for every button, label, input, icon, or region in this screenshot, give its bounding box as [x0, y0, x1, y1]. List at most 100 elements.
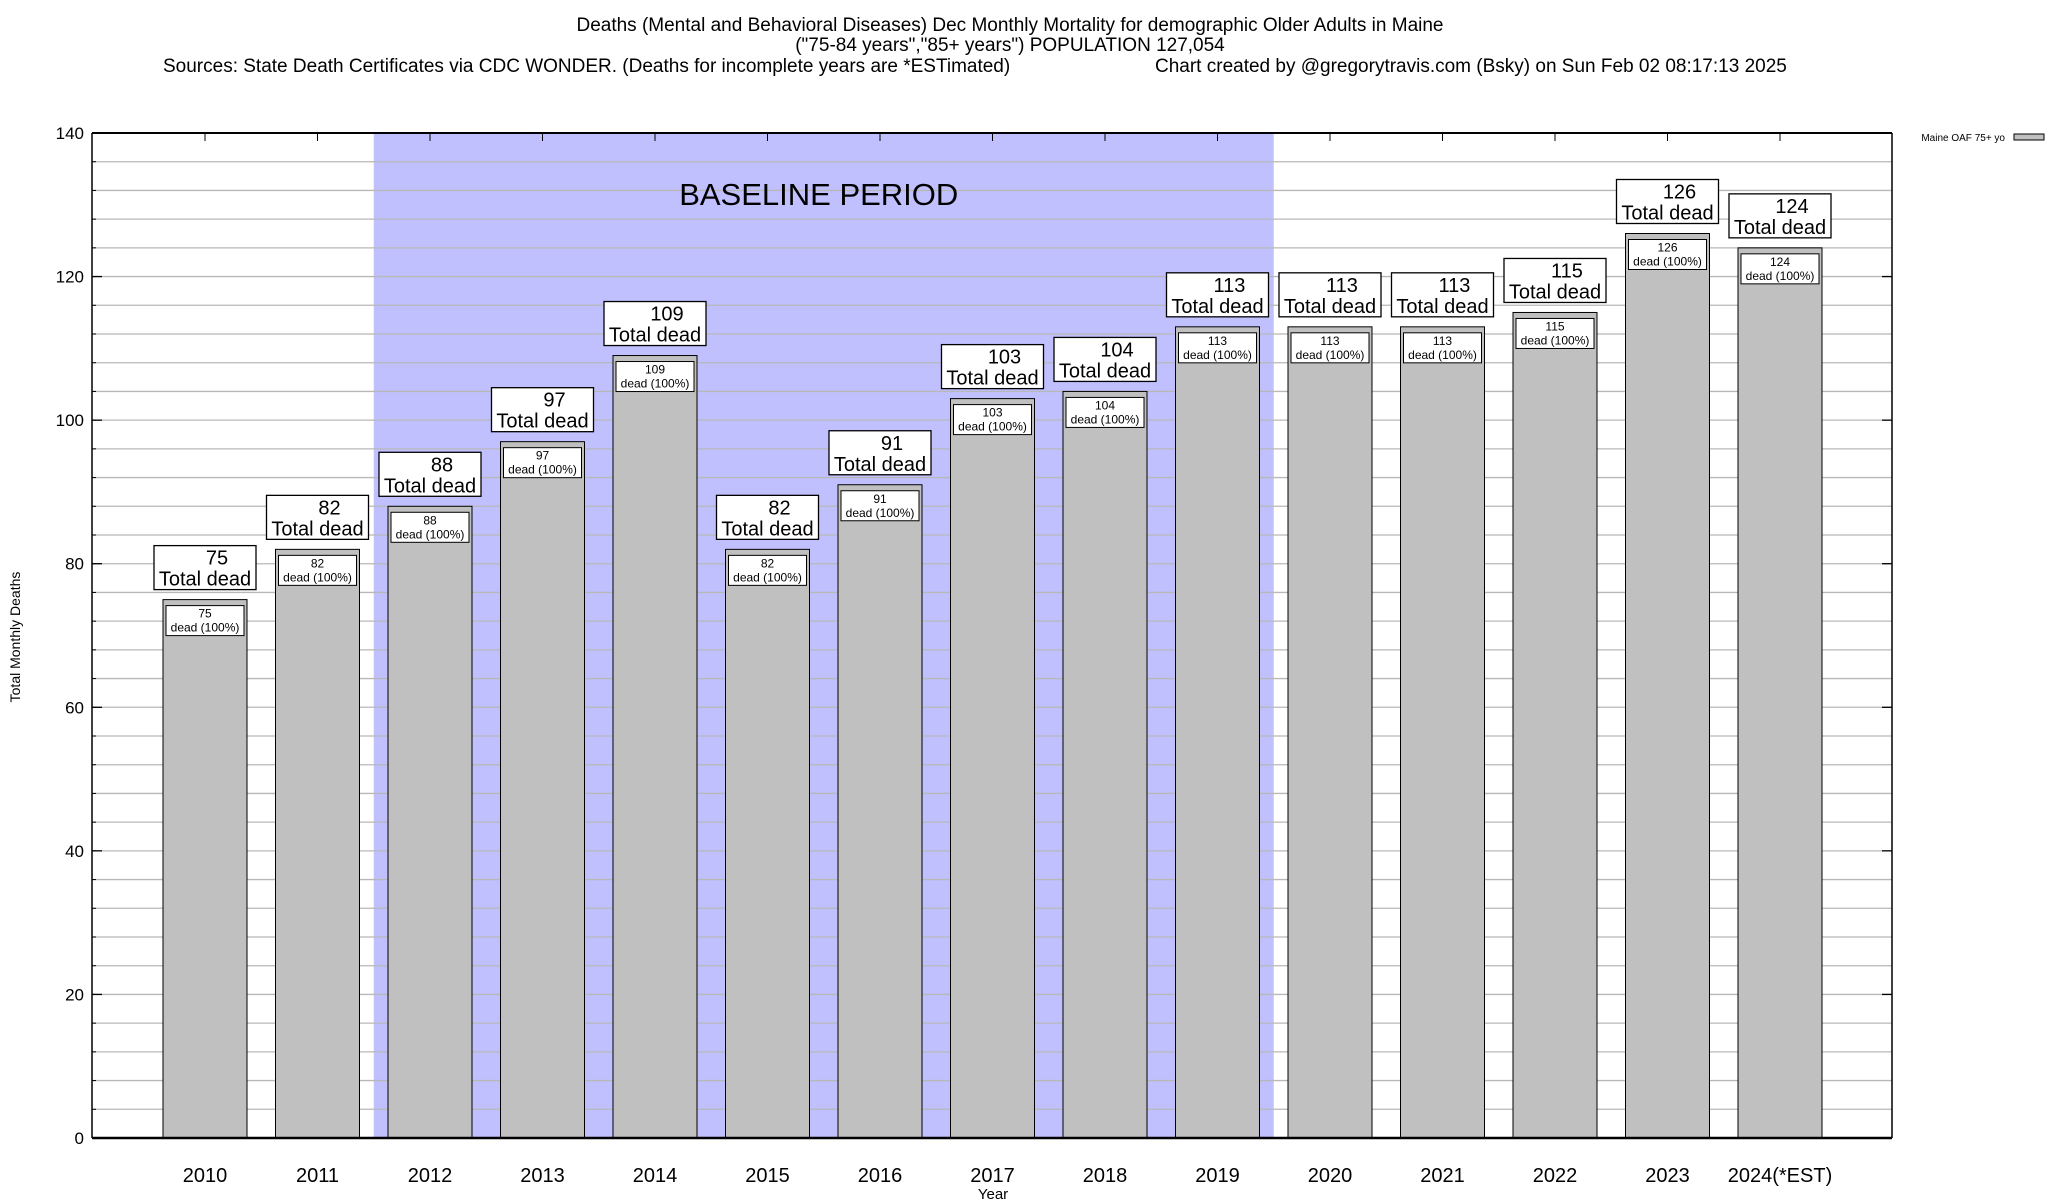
total-label-value: 82	[318, 497, 340, 519]
inner-label-text: dead (100%)	[1521, 333, 1590, 347]
total-label-text: Total dead	[721, 518, 813, 540]
total-label-value: 97	[543, 390, 565, 412]
inner-label-box	[1065, 396, 1145, 428]
total-label-value: 109	[650, 304, 683, 326]
total-label-text: Total dead	[946, 368, 1038, 390]
inner-label-box	[840, 490, 920, 522]
inner-label-box	[1178, 332, 1257, 364]
inner-label-value: 103	[982, 406, 1002, 420]
y-tick-label: 140	[56, 124, 84, 143]
x-tick-label: 2012	[408, 1165, 453, 1187]
inner-label-value: 88	[423, 513, 437, 527]
y-tick-label: 60	[65, 698, 84, 717]
total-label-box	[1165, 272, 1270, 318]
total-label-box	[265, 494, 370, 541]
total-label-value: 113	[1214, 275, 1246, 297]
total-label-box	[1053, 336, 1157, 383]
total-label-text: Total dead	[834, 454, 926, 476]
x-axis-label: Year	[978, 1186, 1008, 1200]
inner-label-value: 82	[311, 556, 325, 570]
bar-2018	[1062, 390, 1148, 1139]
total-label-box	[1503, 257, 1607, 304]
total-label-text: Total dead	[159, 569, 251, 591]
total-label-text: Total dead	[1284, 296, 1376, 318]
x-tick-label: 2010	[183, 1165, 228, 1187]
total-label-value: 91	[881, 433, 903, 455]
total-label-box	[1728, 193, 1832, 239]
bar-2017	[950, 398, 1035, 1139]
inner-label-text: dead (100%)	[958, 420, 1027, 434]
inner-label-value: 97	[536, 449, 550, 463]
inner-label-box	[165, 605, 245, 637]
x-tick-label: 2021	[1420, 1165, 1465, 1187]
bar-2015	[725, 548, 810, 1139]
inner-label-text: dead (100%)	[1183, 348, 1252, 362]
total-label-text: Total dead	[1734, 217, 1826, 239]
x-tick-label: 2019	[1195, 1165, 1240, 1187]
legend-swatch	[2013, 133, 2045, 141]
total-label-box	[1390, 272, 1495, 318]
inner-label-text: dead (100%)	[171, 621, 240, 635]
total-label-value: 75	[206, 548, 228, 570]
legend-label: Maine OAF 75+ yo	[1921, 133, 2005, 144]
inner-label-value: 113	[1433, 334, 1452, 348]
total-label-value: 103	[988, 347, 1021, 369]
bar-2012	[387, 505, 473, 1139]
total-label-text: Total dead	[384, 475, 476, 497]
inner-label-box	[278, 554, 357, 586]
x-tick-label: 2013	[520, 1165, 565, 1187]
bar-2016	[837, 484, 923, 1139]
inner-label-box	[1515, 317, 1595, 349]
y-tick-label: 0	[75, 1129, 84, 1148]
inner-label-box	[390, 511, 470, 543]
baseline-period-label: BASELINE PERIOD	[679, 177, 958, 212]
total-label-box	[828, 430, 932, 476]
x-tick-label: 2015	[745, 1165, 790, 1187]
bar-2014	[612, 355, 698, 1139]
total-label-value: 113	[1439, 275, 1471, 297]
bar-2013	[500, 441, 585, 1139]
total-label-value: 88	[431, 454, 453, 476]
chart-credit: Chart created by @gregorytravis.com (Bsk…	[1155, 56, 1787, 77]
total-label-box	[1278, 272, 1382, 318]
x-tick-label: 2014	[633, 1165, 678, 1187]
y-tick-label: 20	[65, 985, 84, 1004]
total-label-text: Total dead	[1059, 360, 1151, 382]
inner-label-value: 104	[1095, 398, 1115, 412]
total-label-box	[1615, 178, 1720, 225]
inner-label-box	[503, 447, 582, 479]
inner-label-box	[1628, 239, 1707, 270]
bar-2024(*EST)	[1737, 247, 1823, 1139]
chart-title-line-1: Deaths (Mental and Behavioral Diseases) …	[576, 15, 1443, 36]
total-label-text: Total dead	[1396, 296, 1488, 318]
inner-label-box	[953, 404, 1032, 436]
total-label-text: Total dead	[496, 411, 588, 433]
total-label-box	[603, 300, 707, 347]
total-label-value: 113	[1326, 275, 1358, 297]
x-tick-label: 2011	[296, 1165, 339, 1187]
x-tick-label: 2023	[1645, 1165, 1690, 1187]
y-axis-label: Total Monthly Deaths	[7, 572, 23, 703]
inner-label-text: dead (100%)	[508, 463, 577, 477]
inner-label-text: dead (100%)	[1071, 412, 1140, 426]
total-label-value: 115	[1551, 260, 1583, 282]
total-label-box	[940, 343, 1045, 390]
x-tick-label: 2016	[858, 1165, 903, 1187]
bar-2021	[1400, 326, 1485, 1139]
y-tick-label: 120	[56, 268, 84, 287]
chart-sources: Sources: State Death Certificates via CD…	[163, 56, 1010, 77]
inner-label-box	[728, 554, 807, 586]
total-label-text: Total dead	[271, 518, 363, 540]
inner-label-value: 113	[1208, 334, 1227, 348]
inner-label-text: dead (100%)	[846, 506, 915, 520]
legend: Maine OAF 75+ yo	[1921, 133, 2045, 144]
inner-label-text: dead (100%)	[1408, 348, 1477, 362]
inner-label-text: dead (100%)	[1296, 348, 1365, 362]
x-tick-label: 2018	[1083, 1165, 1128, 1187]
total-label-text: Total dead	[1621, 203, 1713, 225]
x-tick-label: 2022	[1533, 1165, 1578, 1187]
inner-label-value: 124	[1770, 255, 1790, 269]
inner-label-box	[1403, 332, 1482, 364]
inner-label-value: 82	[761, 556, 775, 570]
